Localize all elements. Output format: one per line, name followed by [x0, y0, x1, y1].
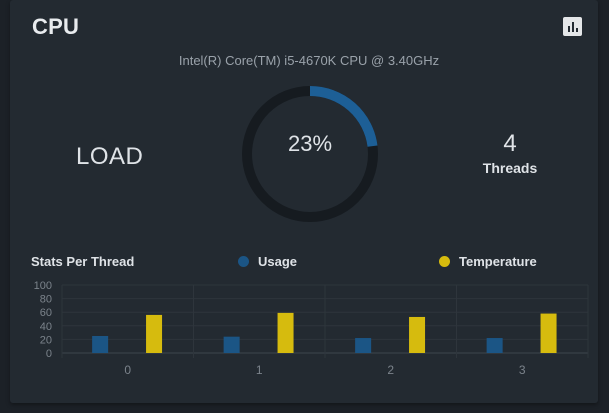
legend-temperature[interactable]: Temperature	[439, 254, 537, 269]
temperature-bar[interactable]	[409, 316, 426, 353]
cpu-model: Intel(R) Core(TM) i5-4670K CPU @ 3.40GHz	[178, 53, 440, 68]
gauge-fill	[242, 86, 378, 222]
y-tick-label: 0	[46, 348, 52, 360]
y-tick-label: 100	[34, 280, 52, 292]
chart-view-button[interactable]	[563, 17, 582, 36]
temperature-bar[interactable]	[540, 313, 557, 353]
usage-bar[interactable]	[486, 338, 503, 353]
stats-per-thread-title: Stats Per Thread	[31, 254, 135, 269]
x-tick-label: 3	[519, 363, 526, 377]
usage-dot-icon	[238, 256, 249, 267]
x-tick-label: 0	[124, 363, 131, 377]
cpu-card: CPU Intel(R) Core(TM) i5-4670K CPU @ 3.4…	[10, 0, 598, 403]
y-tick-label: 80	[40, 294, 52, 306]
temperature-dot-icon	[439, 256, 450, 267]
usage-bar[interactable]	[355, 338, 372, 353]
legend-usage-label: Usage	[258, 254, 298, 269]
bar-chart-icon	[568, 22, 578, 32]
load-value: 23%	[287, 131, 333, 156]
usage-bar[interactable]	[92, 336, 109, 353]
y-tick-label: 20	[40, 334, 52, 346]
y-tick-label: 60	[40, 307, 52, 319]
y-tick-label: 40	[40, 321, 52, 333]
load-label: LOAD	[76, 143, 144, 170]
x-tick-label: 1	[256, 363, 263, 377]
card-title: CPU	[32, 14, 80, 39]
temperature-bar[interactable]	[146, 314, 163, 353]
usage-bar[interactable]	[223, 336, 240, 353]
temperature-bar[interactable]	[277, 312, 294, 353]
x-tick-label: 2	[387, 363, 394, 377]
load-gauge	[242, 86, 378, 222]
legend-usage[interactable]: Usage	[238, 254, 297, 269]
threads-label: Threads	[482, 160, 538, 176]
threads-count: 4	[503, 130, 517, 157]
legend-temperature-label: Temperature	[459, 254, 537, 269]
